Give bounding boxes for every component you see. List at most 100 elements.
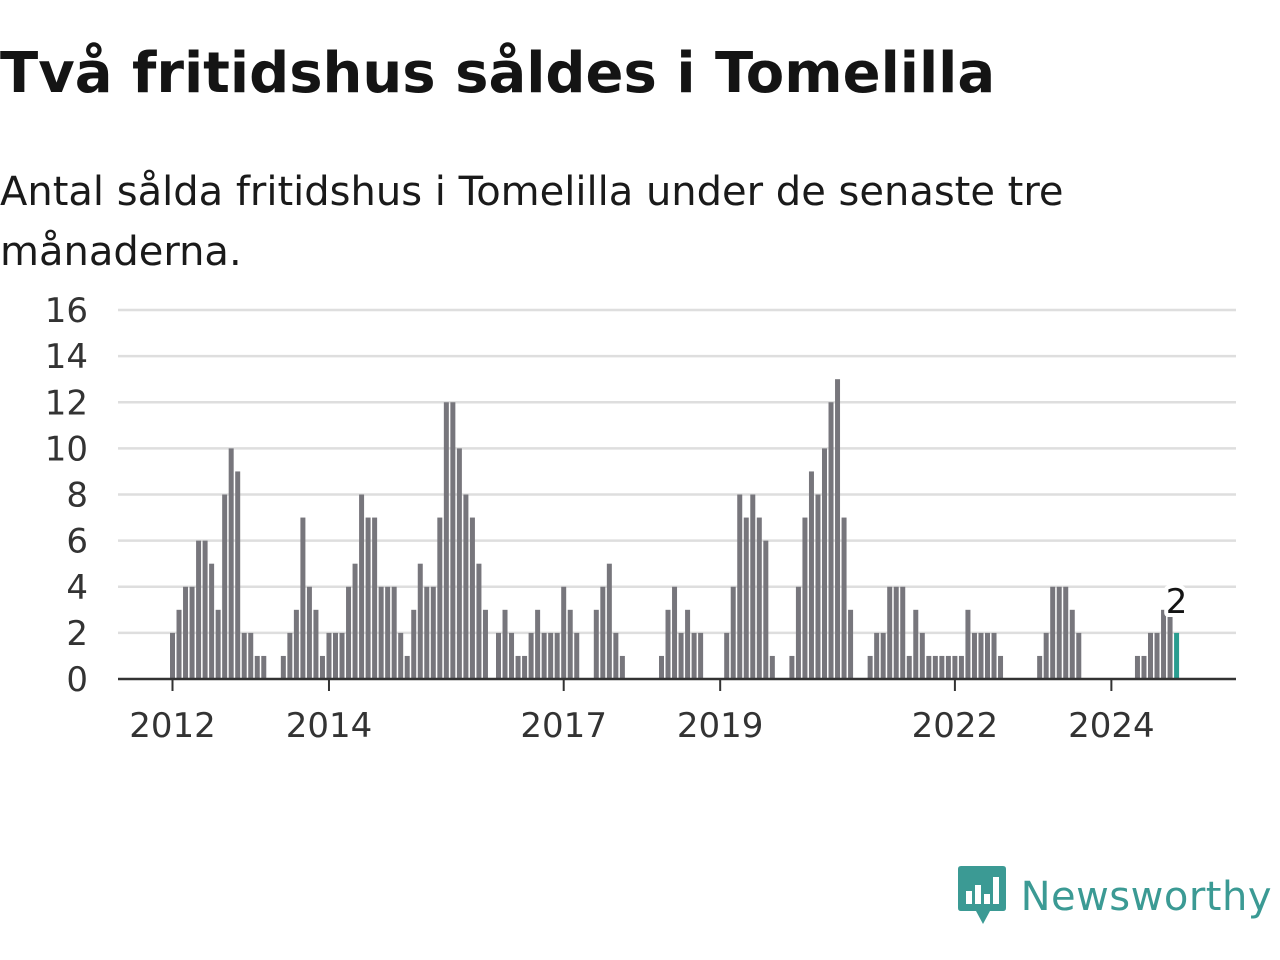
bar — [965, 609, 971, 679]
bars — [170, 379, 1180, 680]
y-tick-label: 10 — [45, 429, 88, 469]
bar — [659, 655, 664, 679]
bar — [1141, 655, 1147, 679]
bar — [261, 655, 267, 679]
bar — [450, 402, 456, 679]
y-tick-label: 12 — [45, 383, 88, 423]
bar — [743, 517, 749, 679]
bar — [170, 632, 175, 680]
y-tick-label: 4 — [66, 568, 88, 608]
bar — [848, 609, 854, 679]
bar — [502, 609, 508, 679]
bar — [300, 517, 306, 679]
x-tick-label: 2022 — [912, 706, 999, 746]
bar — [1069, 609, 1075, 679]
bar — [430, 586, 436, 679]
bar — [698, 632, 704, 680]
bar — [326, 632, 332, 680]
bar — [874, 632, 880, 680]
bar — [971, 632, 977, 680]
bar — [1161, 609, 1167, 679]
bar — [665, 609, 671, 679]
x-tick-label: 2012 — [129, 706, 216, 746]
bar — [1154, 632, 1160, 680]
bar — [593, 609, 599, 679]
bar — [391, 586, 397, 679]
bar — [202, 540, 208, 680]
bar — [561, 586, 567, 679]
bar — [515, 655, 521, 679]
bar — [887, 586, 893, 679]
bar — [985, 632, 990, 680]
bar — [313, 609, 319, 679]
bar — [1076, 632, 1082, 680]
bar — [248, 632, 254, 680]
x-axis: 2012 2014 2017 2019 2022 2024 — [118, 677, 1236, 746]
bar — [828, 402, 834, 679]
bar — [1148, 632, 1153, 680]
bar — [372, 517, 378, 679]
bar — [228, 448, 234, 680]
bar — [998, 655, 1004, 679]
bar — [815, 494, 821, 679]
bar — [619, 655, 625, 679]
bar — [398, 632, 404, 680]
bar — [189, 586, 195, 679]
bar — [306, 586, 312, 679]
bar — [672, 586, 678, 679]
bar — [763, 540, 769, 680]
bar-chart: 0 2 4 6 8 10 12 14 16 2012 2014 2017 2019 2022 2024 2 — [45, 291, 1236, 746]
bar — [287, 632, 293, 680]
bar — [333, 632, 338, 680]
bar — [235, 471, 241, 679]
bar — [339, 632, 345, 680]
bar — [952, 655, 958, 679]
x-tick-label: 2017 — [520, 706, 607, 746]
bar-chart-speech-bubble-icon — [957, 864, 1007, 930]
bar — [482, 609, 488, 679]
bar — [613, 632, 619, 680]
bar — [280, 655, 286, 679]
bar — [574, 632, 580, 680]
y-tick-label: 2 — [66, 614, 88, 654]
bar — [750, 494, 756, 679]
bar — [293, 609, 299, 679]
bar — [196, 540, 202, 680]
bar — [945, 655, 951, 679]
gridlines — [118, 308, 1236, 635]
bar — [359, 494, 365, 679]
last-value-label: 2 — [1166, 582, 1188, 622]
brand-name: Newsworthy — [1020, 874, 1272, 920]
bar — [1167, 609, 1173, 679]
bar — [991, 632, 997, 680]
bar — [1056, 586, 1062, 679]
bar — [378, 586, 384, 679]
bar — [841, 517, 847, 679]
bar — [926, 655, 932, 679]
bar — [756, 517, 762, 679]
bar — [906, 655, 912, 679]
bar — [685, 609, 691, 679]
bar — [541, 632, 547, 680]
bar — [737, 494, 743, 679]
bar — [528, 632, 534, 680]
bar — [919, 632, 925, 680]
x-tick-label: 2024 — [1068, 706, 1155, 746]
bar — [691, 632, 697, 680]
chart-title: Två fritidshus såldes i Tomelilla — [0, 41, 996, 106]
bar — [678, 632, 684, 680]
bar — [893, 586, 899, 679]
bar — [456, 448, 462, 680]
bar — [437, 517, 443, 679]
y-tick-label: 14 — [45, 337, 88, 377]
bar — [509, 632, 515, 680]
bar — [385, 586, 391, 679]
bar — [1134, 655, 1140, 679]
annotations: 2 — [1162, 578, 1192, 626]
bar — [808, 471, 814, 679]
bar — [443, 402, 449, 679]
bar — [900, 586, 906, 679]
brand: Newsworthy — [957, 864, 1272, 930]
bar — [463, 494, 469, 679]
bar — [939, 655, 945, 679]
